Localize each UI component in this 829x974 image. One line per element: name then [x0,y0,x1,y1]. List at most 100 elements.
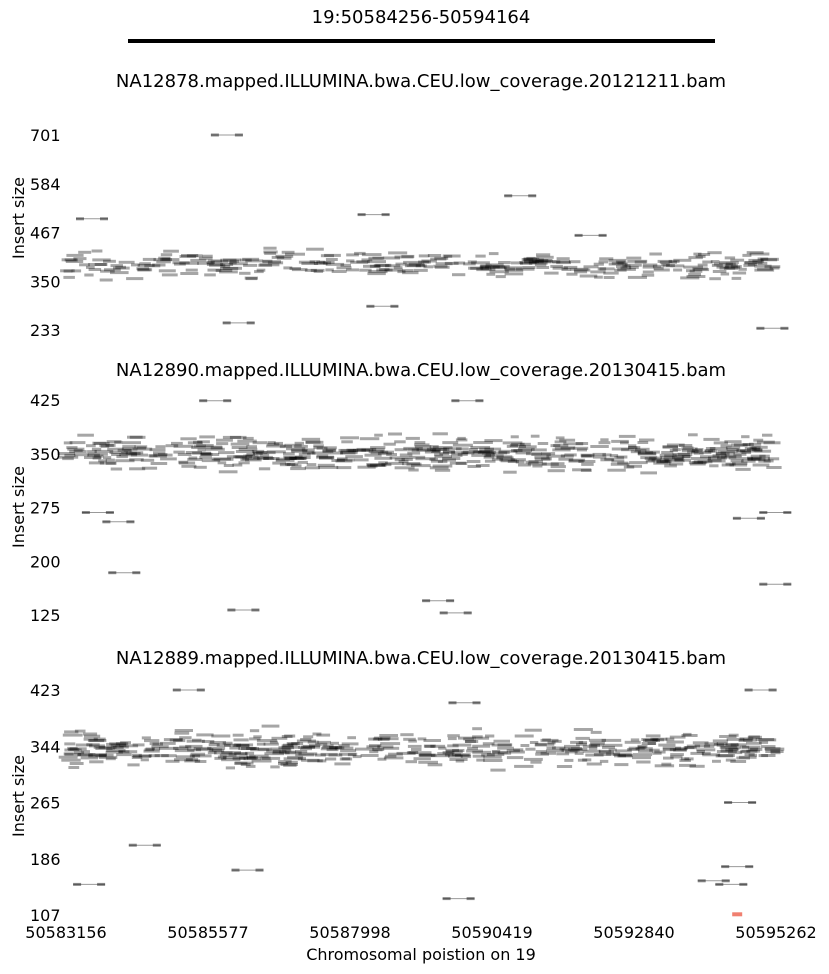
read-pair-mark [192,738,202,742]
read-pair-mark [444,261,459,265]
read-pair-mark [115,742,129,746]
read-pair-mark [750,747,763,751]
x-tick-label: 50595262 [735,923,816,942]
read-pair-mark [726,448,739,452]
read-pair-mark [224,743,241,747]
read-pair-mark [457,452,468,456]
read-pair-mark [216,442,229,446]
read-pair-mark [732,461,748,465]
read-pair-mark [382,256,400,260]
read-pair-mark [158,256,171,260]
read-pair-mark [211,734,231,738]
read-pair-mark [583,265,599,269]
read-pair-mark [630,738,640,742]
read-pair-mark [357,465,376,469]
read-pair-mark [535,752,549,756]
read-pair-mark [626,256,642,260]
read-pair-mark [403,737,416,741]
read-pair-mark [482,742,495,746]
read-pair-mark [443,447,462,451]
read-pair-mark [729,463,748,467]
read-pair-mark [371,448,385,452]
read-pair-mark [302,450,315,454]
read-pair-mark [758,459,771,463]
outlier-read-mark [105,511,114,514]
read-pair-mark [105,461,117,465]
read-pair-mark [294,456,311,459]
read-pair-mark [232,744,249,748]
read-pair-mark [688,272,701,276]
read-pair-mark [165,444,179,448]
read-pair-mark [234,743,254,747]
read-pair-mark [118,750,138,754]
read-pair-mark [509,444,518,447]
read-pair-mark [394,440,406,444]
read-pair-mark [375,263,392,267]
read-pair-mark [200,452,213,456]
read-pair-mark [689,462,706,466]
read-pair-mark [328,753,343,757]
read-pair-mark [367,260,386,264]
read-pair-mark [742,457,753,461]
read-pair-mark [290,467,306,471]
read-pair-mark [98,755,118,759]
read-pair-mark [190,752,206,756]
read-pair-mark [197,440,210,444]
y-tick-label: 350 [30,445,61,464]
outlier-read-mark [768,688,777,692]
read-pair-mark [492,265,506,269]
read-pair-mark [63,752,74,756]
read-pair-mark [276,457,290,461]
read-pair-mark [216,743,231,747]
read-pair-mark [674,457,684,461]
read-pair-mark [217,461,227,465]
y-tick-label: 425 [30,391,61,410]
read-pair-mark [691,457,711,460]
read-pair-mark [632,753,653,757]
read-pair-mark [521,258,534,261]
read-pair-mark [149,454,167,458]
read-pair-mark [472,750,492,754]
read-pair-mark [514,734,534,738]
read-pair-mark [319,260,335,264]
read-pair-mark [302,744,316,748]
read-pair-mark [743,738,757,742]
read-pair-mark [756,440,775,444]
read-pair-mark [129,458,144,462]
read-pair-mark [340,263,351,267]
read-pair-mark [245,259,264,263]
read-pair-mark [608,262,628,266]
read-pair-mark [641,273,655,277]
read-pair-mark [739,745,750,749]
read-pair-mark [106,746,115,750]
read-pair-mark [582,744,598,748]
read-pair-mark [187,457,203,461]
read-pair-mark [749,446,761,450]
y-tick-label: 275 [30,499,61,518]
read-pair-mark [682,446,694,450]
read-pair-mark [520,261,533,265]
read-pair-mark [637,451,656,455]
read-pair-mark [530,760,542,764]
read-pair-mark [413,757,431,761]
panel-3-ylabel: Insert size [9,755,28,837]
read-pair-mark [111,453,121,456]
read-pair-mark [364,453,382,457]
read-pair-mark [531,260,552,264]
read-pair-mark [686,744,701,748]
read-pair-mark [157,453,168,457]
read-pair-mark [408,468,419,472]
read-pair-mark [641,738,659,741]
read-pair-mark [68,748,80,751]
read-pair-mark [79,263,90,267]
read-pair-mark [389,456,409,460]
read-pair-mark [747,735,762,739]
read-pair-mark [92,441,107,445]
read-pair-mark [261,724,280,728]
read-pair-mark [415,457,436,461]
read-pair-mark [694,744,711,748]
read-pair-mark [477,450,496,454]
read-pair-mark [374,456,393,460]
read-pair-mark [278,762,289,765]
read-pair-mark [423,739,441,742]
